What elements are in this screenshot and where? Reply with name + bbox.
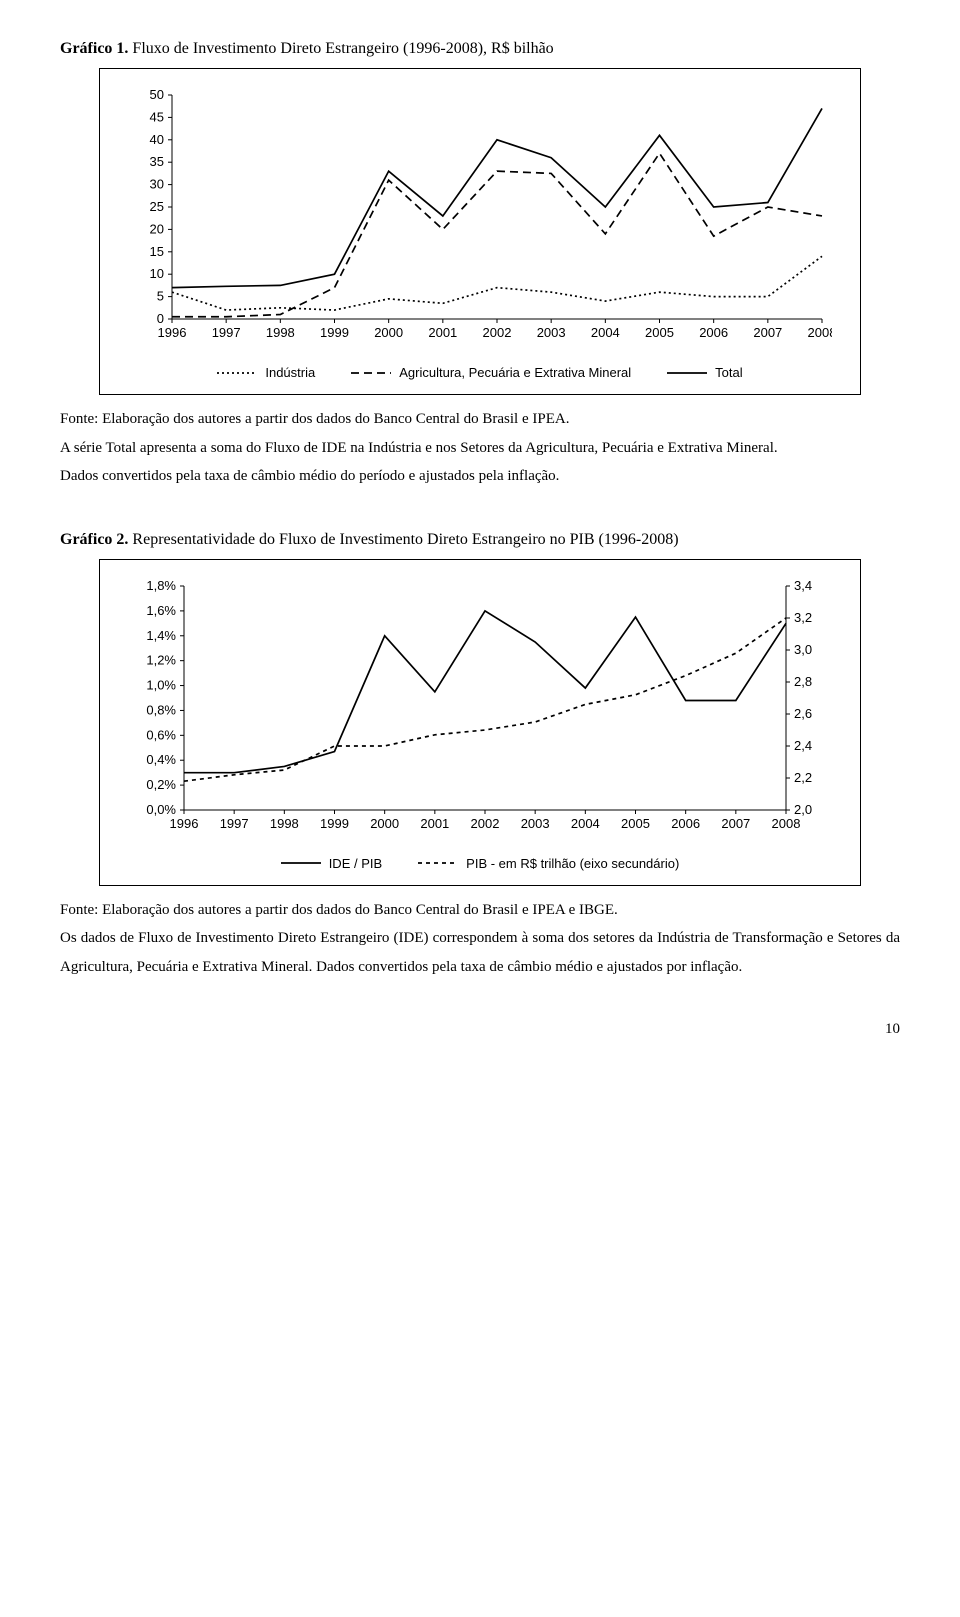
svg-text:3,2: 3,2 [794, 610, 812, 625]
svg-text:2007: 2007 [721, 816, 750, 831]
svg-text:0,6%: 0,6% [146, 727, 176, 742]
svg-text:2006: 2006 [671, 816, 700, 831]
svg-text:1,6%: 1,6% [146, 602, 176, 617]
svg-text:1,0%: 1,0% [146, 677, 176, 692]
svg-text:3,4: 3,4 [794, 578, 812, 593]
svg-text:2008: 2008 [772, 816, 801, 831]
chart2-title-rest: Representatividade do Fluxo de Investime… [128, 531, 678, 548]
svg-text:2005: 2005 [621, 816, 650, 831]
svg-text:1999: 1999 [320, 325, 349, 340]
svg-text:35: 35 [150, 154, 164, 169]
legend-label: IDE / PIB [329, 856, 382, 871]
svg-text:2,4: 2,4 [794, 738, 812, 753]
svg-text:5: 5 [157, 289, 164, 304]
svg-text:20: 20 [150, 221, 164, 236]
svg-text:2000: 2000 [370, 816, 399, 831]
svg-text:1998: 1998 [266, 325, 295, 340]
legend-label: Total [715, 365, 742, 380]
svg-text:1997: 1997 [212, 325, 241, 340]
chart1-container: 0 5 10 15 20 25 30 35 40 45 50 1996 1997 1998 1999 2000… [99, 68, 861, 395]
svg-text:1,8%: 1,8% [146, 578, 176, 593]
svg-text:0,2%: 0,2% [146, 777, 176, 792]
svg-text:25: 25 [150, 199, 164, 214]
svg-text:1996: 1996 [158, 325, 187, 340]
svg-text:0: 0 [157, 311, 164, 326]
svg-text:1,4%: 1,4% [146, 627, 176, 642]
chart1-svg: 0 5 10 15 20 25 30 35 40 45 50 1996 1997 1998 1999 2000… [128, 87, 832, 347]
chart2-svg: 0,0% 0,2% 0,4% 0,6% 0,8% 1,0% 1,2% 1,4% 1,6% 1,8%… [128, 578, 832, 838]
legend-item: PIB - em R$ trilhão (eixo secundário) [418, 856, 679, 871]
legend-item: IDE / PIB [281, 856, 382, 871]
chart1-title: Gráfico 1. Fluxo de Investimento Direto … [60, 40, 900, 58]
svg-text:50: 50 [150, 87, 164, 102]
svg-text:2,0: 2,0 [794, 802, 812, 817]
legend-label: Agricultura, Pecuária e Extrativa Minera… [399, 365, 631, 380]
chart1-legend: Indústria Agricultura, Pecuária e Extrati… [100, 357, 860, 394]
chart2-caption: Fonte: Elaboração dos autores a partir d… [60, 896, 900, 982]
chart2-title: Gráfico 2. Representatividade do Fluxo d… [60, 531, 900, 549]
svg-text:2004: 2004 [591, 325, 620, 340]
svg-text:2005: 2005 [645, 325, 674, 340]
svg-text:1998: 1998 [270, 816, 299, 831]
svg-text:1999: 1999 [320, 816, 349, 831]
chart1-caption: Fonte: Elaboração dos autores a partir d… [60, 405, 900, 491]
legend-item: Total [667, 365, 742, 380]
chart2-legend: IDE / PIB PIB - em R$ trilhão (eixo secun… [100, 848, 860, 885]
svg-text:2,2: 2,2 [794, 770, 812, 785]
svg-text:15: 15 [150, 244, 164, 259]
svg-text:2001: 2001 [420, 816, 449, 831]
page-number: 10 [60, 1021, 900, 1038]
chart2-container: 0,0% 0,2% 0,4% 0,6% 0,8% 1,0% 1,2% 1,4% 1,6% 1,8%… [99, 559, 861, 886]
svg-text:2,8: 2,8 [794, 674, 812, 689]
chart1-title-bold: Gráfico 1. [60, 40, 128, 57]
svg-text:30: 30 [150, 177, 164, 192]
svg-text:2007: 2007 [753, 325, 782, 340]
legend-item: Agricultura, Pecuária e Extrativa Minera… [351, 365, 631, 380]
svg-text:1997: 1997 [220, 816, 249, 831]
svg-text:2,6: 2,6 [794, 706, 812, 721]
svg-text:3,0: 3,0 [794, 642, 812, 657]
svg-text:10: 10 [150, 266, 164, 281]
legend-item: Indústria [217, 365, 315, 380]
legend-label: PIB - em R$ trilhão (eixo secundário) [466, 856, 679, 871]
chart1-title-rest: Fluxo de Investimento Direto Estrangeiro… [128, 40, 553, 57]
svg-text:1996: 1996 [170, 816, 199, 831]
svg-text:0,4%: 0,4% [146, 752, 176, 767]
legend-label: Indústria [265, 365, 315, 380]
svg-text:2002: 2002 [483, 325, 512, 340]
svg-text:1,2%: 1,2% [146, 652, 176, 667]
svg-text:2008: 2008 [808, 325, 832, 340]
svg-text:40: 40 [150, 132, 164, 147]
svg-text:2004: 2004 [571, 816, 600, 831]
svg-text:2003: 2003 [521, 816, 550, 831]
svg-text:0,8%: 0,8% [146, 702, 176, 717]
svg-text:2006: 2006 [699, 325, 728, 340]
svg-text:2001: 2001 [428, 325, 457, 340]
svg-text:45: 45 [150, 109, 164, 124]
svg-text:2003: 2003 [537, 325, 566, 340]
svg-text:0,0%: 0,0% [146, 802, 176, 817]
svg-text:2002: 2002 [471, 816, 500, 831]
svg-text:2000: 2000 [374, 325, 403, 340]
chart2-title-bold: Gráfico 2. [60, 531, 128, 548]
